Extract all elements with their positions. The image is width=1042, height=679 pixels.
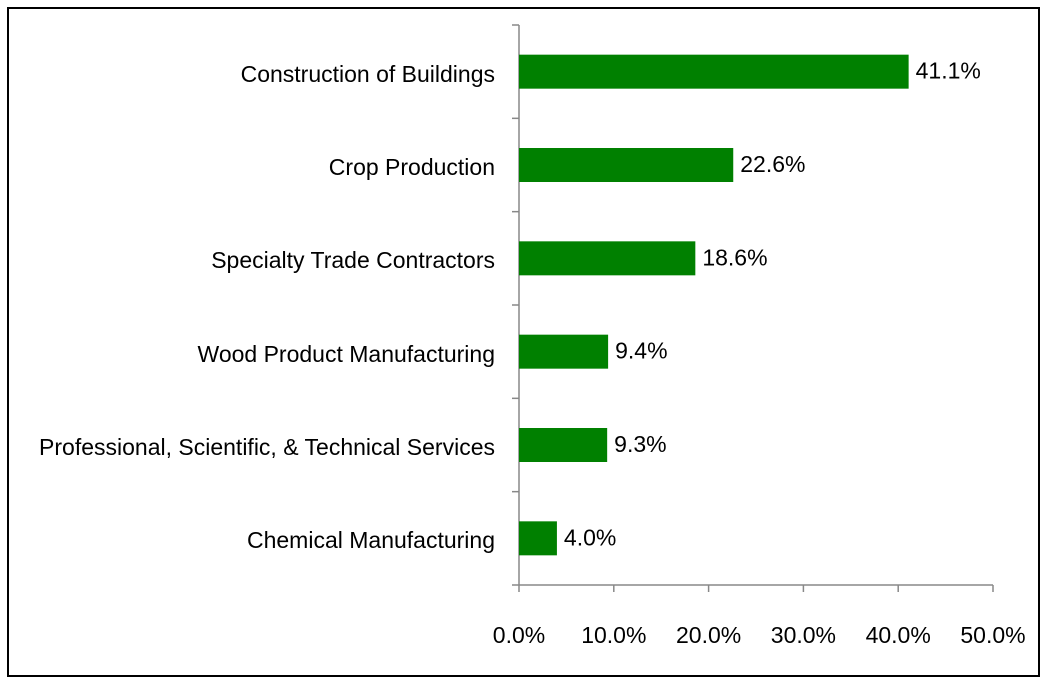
bar xyxy=(519,521,557,556)
category-label: Chemical Manufacturing xyxy=(246,527,495,554)
value-label: 4.0% xyxy=(564,524,616,550)
category-label: Crop Production xyxy=(328,154,495,180)
category-label: Professional, Scientific, & Technical Se… xyxy=(39,434,495,460)
value-label: 18.6% xyxy=(702,244,767,270)
value-label: 9.3% xyxy=(614,431,666,457)
x-tick-label: 0.0% xyxy=(493,622,545,648)
x-tick-label: 40.0% xyxy=(866,622,931,648)
bar xyxy=(519,148,734,182)
bar xyxy=(519,54,909,89)
bar xyxy=(519,334,609,369)
x-tick-label: 30.0% xyxy=(771,622,836,648)
value-label: 9.4% xyxy=(615,338,667,364)
bar xyxy=(519,428,608,462)
x-tick-label: 20.0% xyxy=(676,622,741,648)
frame xyxy=(7,7,1040,677)
category-label: Wood Product Manufacturing xyxy=(197,340,495,367)
value-label: 41.1% xyxy=(916,58,981,84)
category-label: Construction of Buildings xyxy=(240,60,495,87)
x-tick-label: 10.0% xyxy=(581,622,646,648)
category-label: Specialty Trade Contractors xyxy=(211,247,495,274)
x-tick-label: 50.0% xyxy=(960,622,1025,648)
value-label: 22.6% xyxy=(740,151,805,177)
bar xyxy=(519,241,696,276)
